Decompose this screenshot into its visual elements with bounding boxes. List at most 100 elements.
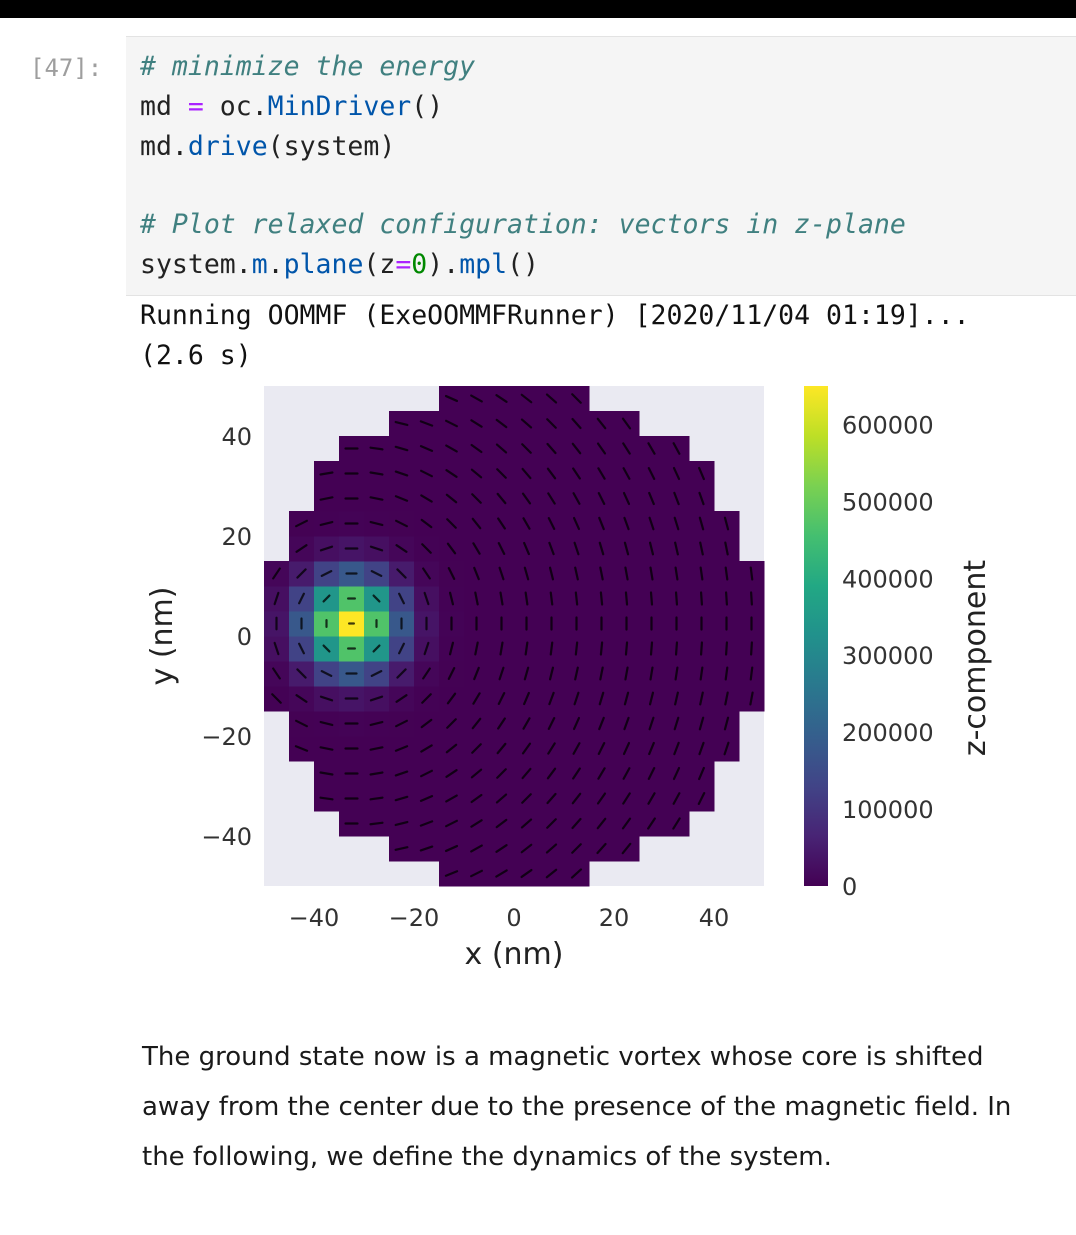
code-token: md. bbox=[140, 131, 188, 162]
vector-arrow bbox=[445, 469, 458, 478]
vector-arrow bbox=[396, 568, 407, 579]
vector-arrow bbox=[444, 870, 459, 877]
vector-arrow bbox=[698, 766, 705, 781]
vector-arrow bbox=[597, 742, 606, 755]
vector-arrow bbox=[673, 716, 680, 731]
vector-arrow bbox=[572, 516, 581, 531]
vector-arrow bbox=[596, 842, 607, 855]
vector-arrow bbox=[547, 717, 556, 730]
vector-arrow bbox=[648, 516, 655, 531]
vector-arrow bbox=[547, 742, 556, 755]
vector-arrow bbox=[647, 792, 656, 805]
code-token: (system) bbox=[267, 131, 396, 162]
code-token: (z bbox=[363, 249, 396, 280]
vector-arrow bbox=[521, 467, 532, 480]
vector-arrow bbox=[319, 695, 334, 702]
vector-arrow bbox=[369, 695, 384, 702]
vector-arrow bbox=[470, 819, 483, 828]
code-token: m bbox=[251, 249, 268, 280]
vector-arrow bbox=[623, 716, 630, 731]
vector-arrow bbox=[445, 819, 458, 828]
code-token: system. bbox=[140, 249, 252, 280]
vector-arrow bbox=[724, 566, 729, 581]
vector-arrow bbox=[521, 492, 532, 505]
vector-arrow bbox=[522, 517, 531, 530]
vector-arrow bbox=[572, 467, 581, 480]
vector-arrow bbox=[369, 471, 384, 476]
vector-arrow bbox=[672, 817, 681, 830]
vector-arrow bbox=[622, 767, 631, 780]
vector-arrow bbox=[369, 746, 384, 751]
vector-arrow bbox=[495, 844, 508, 853]
vector-arrow bbox=[524, 641, 529, 656]
vector-arrow bbox=[521, 767, 532, 780]
vector-arrow bbox=[723, 741, 730, 756]
vector-arrow bbox=[470, 468, 483, 479]
vector-arrow bbox=[699, 591, 704, 606]
vector-arrow bbox=[546, 442, 557, 455]
vector-arrow bbox=[698, 516, 705, 531]
colorbar-tick-label: 200000 bbox=[842, 719, 934, 747]
code-line-5: # Plot relaxed configuration: vectors in… bbox=[140, 209, 906, 240]
vector-arrow bbox=[699, 666, 704, 681]
vector-arrow bbox=[474, 591, 479, 606]
vector-arrow bbox=[647, 767, 656, 780]
vector-arrow bbox=[571, 817, 582, 830]
vector-arrow bbox=[495, 418, 508, 429]
output-running-line: Running OOMMF (ExeOOMMFRunner) [2020/11/… bbox=[140, 300, 970, 331]
vector-arrow bbox=[495, 443, 508, 454]
vector-arrow bbox=[320, 670, 333, 677]
vector-arrow bbox=[699, 641, 704, 656]
vector-arrow bbox=[624, 591, 629, 606]
vector-arrow bbox=[423, 641, 430, 656]
vector-arrow bbox=[574, 566, 579, 581]
vector-arrow bbox=[394, 445, 409, 452]
vector-arrow bbox=[295, 719, 308, 728]
vector-arrow bbox=[446, 718, 457, 729]
colorbar-tick-label: 0 bbox=[842, 873, 857, 901]
vector-arrow bbox=[448, 641, 455, 656]
vector-arrow bbox=[447, 567, 456, 580]
code-token: 0 bbox=[411, 249, 428, 280]
vector-arrow bbox=[697, 792, 706, 805]
vector-arrow bbox=[622, 491, 631, 506]
x-ticks: −40 −20 0 20 40 bbox=[289, 904, 730, 932]
vector-arrow bbox=[520, 843, 533, 854]
vector-arrow bbox=[320, 570, 333, 577]
vector-arrow bbox=[574, 591, 579, 606]
code-line-1: # minimize the energy bbox=[140, 51, 475, 82]
vector-arrow bbox=[572, 742, 581, 755]
vector-arrow bbox=[474, 641, 479, 656]
code-line-3: md.drive(system) bbox=[140, 131, 395, 162]
vector-arrow bbox=[496, 742, 507, 755]
vector-arrow bbox=[419, 795, 434, 802]
vector-arrow bbox=[598, 541, 605, 556]
vector-arrow bbox=[471, 743, 482, 754]
vector-arrow bbox=[520, 818, 533, 829]
vector-arrow bbox=[470, 844, 483, 853]
vector-arrow bbox=[647, 442, 656, 455]
vector-arrow bbox=[319, 746, 334, 751]
vector-arrow bbox=[599, 566, 604, 581]
code-token: . bbox=[267, 249, 284, 280]
colorbar-label: z-component bbox=[958, 560, 993, 757]
vector-arrow bbox=[674, 666, 679, 681]
vector-arrow bbox=[319, 545, 334, 552]
x-tick-label: 20 bbox=[599, 904, 630, 932]
vector-arrow bbox=[394, 820, 409, 827]
magnetization-plot: −40 −20 0 20 40 40 20 0 −20 −40 x (nm) y… bbox=[145, 386, 993, 972]
vector-arrow bbox=[521, 742, 532, 755]
vector-arrow bbox=[725, 641, 728, 656]
vector-arrow bbox=[470, 394, 483, 403]
vector-arrow bbox=[521, 793, 532, 804]
vector-arrow bbox=[622, 442, 631, 455]
vector-arrow bbox=[749, 691, 754, 706]
code-cell[interactable]: # minimize the energy md = oc.MinDriver(… bbox=[126, 36, 1076, 296]
vector-arrow bbox=[672, 442, 681, 455]
vector-arrow bbox=[295, 694, 308, 703]
vector-arrow bbox=[420, 494, 433, 503]
vector-arrow bbox=[394, 770, 409, 777]
vector-arrow bbox=[548, 566, 555, 581]
vector-arrow bbox=[395, 519, 408, 528]
vector-arrow bbox=[597, 767, 606, 780]
